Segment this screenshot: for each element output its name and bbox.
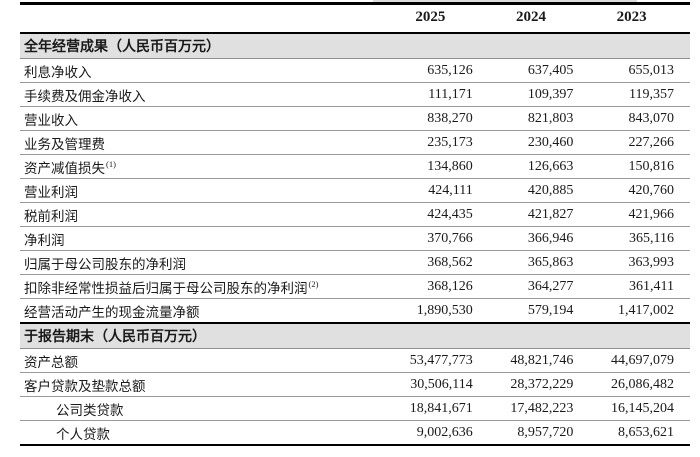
row-value: 26,086,482 <box>589 372 690 397</box>
row-label: 手续费及佣金净收入 <box>20 82 389 107</box>
row-value: 18,841,671 <box>388 396 489 421</box>
row-value: 17,482,223 <box>488 396 590 421</box>
section-period-end: 于报告期末（人民币百万元） 资产总额 53,477,773 48,821,746 44… <box>20 322 690 446</box>
row-value: 1,890,530 <box>416 302 473 318</box>
section-title-unit: （人民币百万元） <box>108 40 220 55</box>
row-label: 营业收入 <box>20 106 389 131</box>
row-value: 365,863 <box>488 250 590 275</box>
row-value: 8,957,720 <box>517 424 574 440</box>
header-spacer <box>20 3 389 34</box>
column-header-2023: 2023 <box>589 3 690 34</box>
table-header: 2025 2024 2023 <box>20 3 690 34</box>
table-row: 经营活动产生的现金流量净额 1,890,530 579,194 1,417,002 <box>20 299 690 324</box>
year-header-row: 2025 2024 2023 <box>20 3 690 34</box>
row-value: 364,277 <box>488 274 590 299</box>
row-value: 424,111 <box>388 178 489 203</box>
row-label: 客户贷款及垫款总额 <box>20 372 389 397</box>
row-label: 税前利润 <box>20 202 389 227</box>
footnote-marker: (1) <box>106 159 116 169</box>
row-label: 净利润 <box>20 226 389 251</box>
row-value: 655,013 <box>589 58 690 83</box>
row-value: 420,760 <box>589 178 690 203</box>
row-value: 361,411 <box>589 274 690 299</box>
row-label: 资产减值损失(1) <box>20 154 389 179</box>
row-value: 420,885 <box>488 178 590 203</box>
row-value: 150,816 <box>589 154 690 179</box>
row-value: 579,194 <box>527 302 574 318</box>
row-value: 28,372,229 <box>488 372 590 397</box>
row-value: 365,116 <box>589 226 690 251</box>
row-label: 业务及管理费 <box>20 130 389 155</box>
section-title: 于报告期末（人民币百万元） <box>20 322 690 349</box>
row-value: 48,821,746 <box>488 348 590 373</box>
row-value: 109,397 <box>488 82 590 107</box>
section-title-main: 全年经营成果 <box>24 40 108 55</box>
section-annual-results: 全年经营成果（人民币百万元） 利息净收入 635,126 637,405 655,01… <box>20 33 690 323</box>
row-value: 119,357 <box>589 82 690 107</box>
section-header-row: 于报告期末（人民币百万元） <box>20 322 690 349</box>
section-header-row: 全年经营成果（人民币百万元） <box>20 33 690 59</box>
row-value: 635,126 <box>388 58 489 83</box>
row-value: 1,417,002 <box>618 302 674 318</box>
table-row: 资产总额 53,477,773 48,821,746 44,697,079 <box>20 348 690 373</box>
table-row: 净利润 370,766 366,946 365,116 <box>20 226 690 251</box>
row-value: 235,173 <box>388 130 489 155</box>
row-value: 821,803 <box>488 106 590 131</box>
section-title-unit: （人民币百万元） <box>94 330 206 345</box>
row-value: 44,697,079 <box>589 348 690 373</box>
row-label: 公司类贷款 <box>20 396 389 421</box>
row-value: 16,145,204 <box>589 396 690 421</box>
row-value: 366,946 <box>488 226 590 251</box>
row-value: 8,653,621 <box>618 424 674 440</box>
row-value: 126,663 <box>488 154 590 179</box>
row-value: 9,002,636 <box>416 424 473 440</box>
table-row: 客户贷款及垫款总额 30,506,114 28,372,229 26,086,482 <box>20 372 690 397</box>
column-header-2025: 2025 <box>388 3 489 34</box>
row-value: 230,460 <box>488 130 590 155</box>
table-row: 资产减值损失(1) 134,860 126,663 150,816 <box>20 154 690 179</box>
table-row: 营业收入 838,270 821,803 843,070 <box>20 106 690 131</box>
row-value: 111,171 <box>388 82 489 107</box>
footnote-marker: (2) <box>308 279 319 289</box>
row-value: 838,270 <box>388 106 489 131</box>
row-value: 53,477,773 <box>388 348 489 373</box>
table-row: 扣除非经常性损益后归属于母公司股东的净利润(2) 368,126 364,277 36… <box>20 274 690 299</box>
row-label: 个人贷款 <box>56 426 110 442</box>
table-row: 业务及管理费 235,173 230,460 227,266 <box>20 130 690 155</box>
row-value: 363,993 <box>589 250 690 275</box>
table-row: 营业利润 424,111 420,885 420,760 <box>20 178 690 203</box>
row-value: 370,766 <box>388 226 489 251</box>
row-value: 368,126 <box>388 274 489 299</box>
table-row: 公司类贷款 18,841,671 17,482,223 16,145,204 <box>20 396 690 421</box>
financial-summary-table: 2025 2024 2023 全年经营成果（人民币百万元） 利息净收入 635,1… <box>20 2 690 446</box>
row-value: 637,405 <box>488 58 590 83</box>
table-row: 归属于母公司股东的净利润 368,562 365,863 363,993 <box>20 250 690 275</box>
table-row: 手续费及佣金净收入 111,171 109,397 119,357 <box>20 82 690 107</box>
column-header-2024: 2024 <box>488 3 590 34</box>
row-value: 227,266 <box>589 130 690 155</box>
row-value: 421,827 <box>488 202 590 227</box>
row-value: 30,506,114 <box>388 372 489 397</box>
scan-artifact-strip <box>373 0 637 3</box>
row-value: 134,860 <box>388 154 489 179</box>
row-value: 368,562 <box>388 250 489 275</box>
table-row: 利息净收入 635,126 637,405 655,013 <box>20 58 690 83</box>
row-label: 资产总额 <box>20 348 389 373</box>
section-title-main: 于报告期末 <box>24 330 94 345</box>
row-label: 营业利润 <box>20 178 389 203</box>
table-row: 税前利润 424,435 421,827 421,966 <box>20 202 690 227</box>
row-label: 利息净收入 <box>20 58 389 83</box>
section-title: 全年经营成果（人民币百万元） <box>20 33 690 59</box>
row-label: 扣除非经常性损益后归属于母公司股东的净利润(2) <box>20 274 389 299</box>
row-label: 经营活动产生的现金流量净额 <box>24 304 200 320</box>
row-value: 843,070 <box>589 106 690 131</box>
row-label: 归属于母公司股东的净利润 <box>20 250 389 275</box>
row-value: 421,966 <box>589 202 690 227</box>
table-row: 个人贷款 9,002,636 8,957,720 8,653,621 <box>20 421 690 446</box>
row-value: 424,435 <box>388 202 489 227</box>
